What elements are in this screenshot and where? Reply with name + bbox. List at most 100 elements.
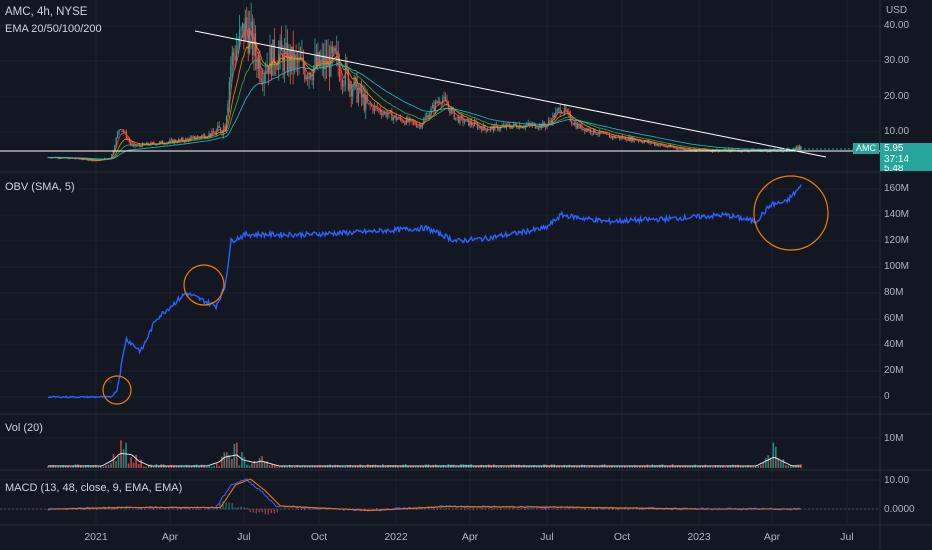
macd-histogram-bar [285,508,288,510]
volume-bar [530,465,533,468]
candle-body [797,145,799,147]
obv-tick-60m: 60M [884,313,904,324]
symbol-tag: AMC [853,143,879,154]
volume-bar [744,466,747,468]
volume-bar [764,458,767,468]
volume-bar [724,466,727,468]
macd-histogram-bar [89,509,91,510]
volume-bar [54,465,57,468]
x-tick-jul-2022: Jul [540,531,554,543]
volume-bar [251,463,253,468]
candle-body [611,136,613,138]
obv-tick-100m: 100M [884,261,910,272]
candle-body [386,114,389,117]
volume-bar [152,466,155,468]
macd-tick-10: 10.00 [884,475,910,486]
macd-histogram-bar [433,509,435,510]
volume-bar [218,466,221,468]
volume-bar [399,465,402,468]
volume-bar [739,466,742,468]
volume-bar [178,465,180,468]
candle-body [434,101,436,111]
obv-tick-80m: 80M [884,287,904,298]
macd-histogram-bar [463,509,466,510]
volume-bar [291,466,294,468]
macd-histogram-bar [309,509,312,510]
macd-histogram-bar [551,509,553,510]
ema-indicator-label: EMA 20/50/100/200 [5,23,102,35]
volume-bar [384,465,387,468]
candle-body [455,117,457,120]
candle-body [311,77,313,81]
candle-body [613,135,615,138]
candle-body [117,132,119,138]
candle-body [650,143,653,144]
candle-body [260,78,262,82]
candle-body [607,134,609,136]
macd-histogram-bar [216,506,218,510]
macd-histogram-bar [629,508,632,510]
volume-bar [709,466,712,468]
volume-bar [397,466,399,468]
volume-bar [472,465,475,468]
volume-bar [316,466,319,468]
candle-body [230,64,232,82]
macd-histogram-bar [234,507,236,510]
candle-body [363,93,365,111]
candle-body [687,150,689,151]
candle-body [543,122,545,126]
candle-body [294,54,296,69]
candle-body [561,112,563,114]
volume-bar [110,463,112,468]
candle-body [198,136,200,137]
candle-body [365,94,367,111]
volume-bar [440,466,442,468]
candle-body [273,39,275,66]
macd-histogram-bar [143,509,146,510]
volume-bar [593,465,596,468]
volume-bar [777,458,780,468]
volume-bar [586,466,588,468]
macd-histogram-bar [95,509,97,510]
macd-histogram-bar [605,508,607,510]
candle-body [275,65,277,69]
candle-body [192,136,194,137]
volume-bar [92,465,95,468]
candle-body [305,76,307,80]
volume-bar [409,466,412,468]
macd-histogram-bar [264,509,266,515]
candle-body [324,55,326,70]
macd-histogram-bar [150,508,152,510]
candle-body [370,105,373,107]
candle-body [565,107,567,112]
candle-body [285,42,287,50]
macd-histogram-bar [554,508,556,510]
volume-bar [712,466,714,468]
volume-bar [346,465,349,468]
macd-histogram-bar [303,509,306,511]
volume-bar [576,466,578,468]
candle-body [517,127,519,129]
volume-bar [125,442,127,468]
volume-bar [273,464,276,468]
candle-body [259,58,261,79]
macd-histogram-bar [454,508,457,510]
secondary-price-tag: 5.48 [880,165,932,171]
candle-body [134,144,136,147]
candle-body [404,122,406,125]
candle-body [450,109,452,114]
macd-histogram-bar [316,509,318,510]
volume-bar [137,463,140,468]
currency-label: USD [886,5,908,16]
volume-bar [747,465,749,468]
volume-bar [664,465,666,468]
macd-histogram-bar [195,509,197,510]
candle-body [579,124,582,129]
volume-bar [122,449,125,468]
macd-histogram-bar [186,508,188,510]
volume-bar [759,464,762,468]
candle-body [549,120,551,121]
macd-histogram-bar [261,509,263,513]
candle-body [460,116,463,118]
